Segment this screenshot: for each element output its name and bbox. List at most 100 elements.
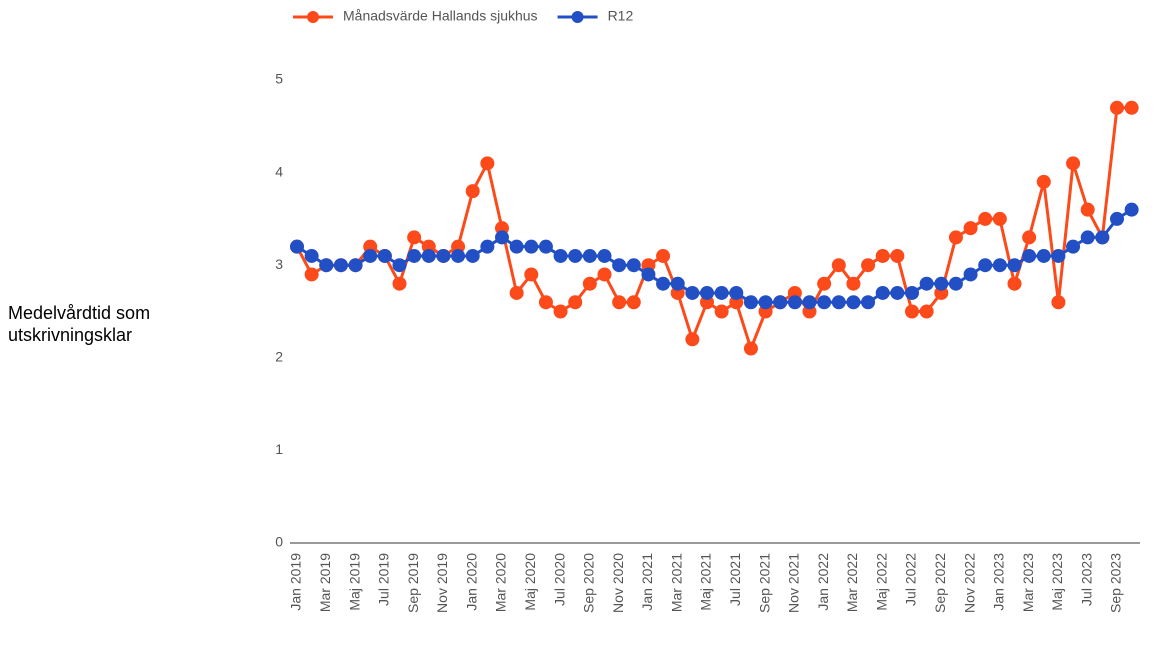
point bbox=[392, 258, 407, 273]
point bbox=[524, 239, 539, 254]
x-tick-label: Mar 2023 bbox=[1020, 553, 1036, 612]
point bbox=[1022, 230, 1037, 245]
point bbox=[1124, 202, 1139, 217]
legend-swatch-dot bbox=[571, 11, 584, 23]
x-tick-label: Jan 2022 bbox=[815, 553, 831, 611]
point bbox=[524, 267, 539, 282]
x-tick-label: Sep 2023 bbox=[1108, 553, 1124, 613]
point bbox=[436, 248, 451, 263]
y-tick-label: 1 bbox=[275, 441, 283, 457]
point bbox=[509, 285, 524, 300]
y-tick-label: 5 bbox=[275, 71, 283, 87]
y-axis-label: Medelvårdtid som utskrivningsklar bbox=[8, 303, 151, 345]
point bbox=[333, 258, 348, 273]
point bbox=[963, 267, 978, 282]
point bbox=[480, 156, 495, 171]
point bbox=[919, 304, 934, 319]
x-tick-label: Jul 2020 bbox=[551, 553, 567, 606]
x-tick-label: Maj 2022 bbox=[873, 553, 889, 611]
point bbox=[1080, 230, 1095, 245]
point bbox=[304, 248, 319, 263]
point bbox=[612, 295, 627, 310]
point bbox=[875, 248, 890, 263]
point bbox=[875, 285, 890, 300]
point bbox=[626, 295, 641, 310]
y-tick-label: 3 bbox=[275, 256, 283, 272]
point bbox=[597, 248, 612, 263]
point bbox=[714, 304, 729, 319]
point bbox=[934, 276, 949, 291]
x-tick-label: Maj 2023 bbox=[1049, 553, 1065, 611]
point bbox=[465, 248, 480, 263]
point bbox=[1051, 248, 1066, 263]
point bbox=[1036, 174, 1051, 189]
x-tick-label: Jan 2021 bbox=[639, 553, 655, 611]
point bbox=[890, 248, 905, 263]
point bbox=[978, 258, 993, 273]
legend-swatch-dot bbox=[307, 11, 319, 23]
point bbox=[377, 248, 392, 263]
point bbox=[568, 248, 583, 263]
point bbox=[582, 248, 597, 263]
point bbox=[948, 276, 963, 291]
point bbox=[1110, 100, 1124, 115]
point bbox=[963, 221, 978, 236]
x-tick-label: Nov 2019 bbox=[434, 553, 450, 613]
point bbox=[656, 248, 671, 263]
point bbox=[817, 276, 832, 291]
point bbox=[509, 239, 524, 254]
point bbox=[538, 295, 553, 310]
point bbox=[1095, 230, 1110, 245]
point bbox=[714, 285, 729, 300]
point bbox=[919, 276, 934, 291]
x-tick-label: Nov 2020 bbox=[610, 553, 626, 613]
point bbox=[905, 285, 919, 300]
point bbox=[407, 248, 422, 263]
point bbox=[407, 230, 422, 245]
point bbox=[802, 295, 817, 310]
point bbox=[1051, 295, 1066, 310]
point bbox=[743, 295, 758, 310]
y-tick-label: 0 bbox=[275, 534, 283, 550]
point bbox=[743, 341, 758, 356]
x-tick-label: Nov 2021 bbox=[786, 553, 802, 613]
x-tick-label: Sep 2019 bbox=[405, 553, 421, 613]
series-line bbox=[296, 208, 1133, 304]
point bbox=[363, 248, 378, 263]
x-tick-label: Sep 2020 bbox=[581, 553, 597, 613]
point bbox=[831, 295, 846, 310]
x-tick-label: Jul 2019 bbox=[376, 553, 392, 606]
x-tick-label: Maj 2020 bbox=[522, 553, 538, 611]
point bbox=[758, 295, 773, 310]
point bbox=[290, 239, 304, 254]
x-tick-label: Mar 2020 bbox=[493, 553, 509, 612]
point bbox=[641, 267, 656, 282]
point bbox=[1124, 100, 1139, 115]
y-tick-label: 4 bbox=[275, 163, 283, 179]
point bbox=[817, 295, 832, 310]
x-tick-label: Nov 2022 bbox=[961, 553, 977, 613]
x-tick-label: Maj 2019 bbox=[346, 553, 362, 611]
point bbox=[1036, 248, 1051, 263]
point bbox=[846, 276, 861, 291]
point bbox=[553, 304, 568, 319]
point bbox=[348, 258, 363, 273]
point bbox=[1007, 258, 1022, 273]
point bbox=[905, 304, 919, 319]
point bbox=[1066, 239, 1081, 254]
point bbox=[846, 295, 861, 310]
point bbox=[304, 267, 319, 282]
x-tick-label: Jul 2023 bbox=[1078, 553, 1094, 606]
point bbox=[538, 239, 553, 254]
x-tick-label: Jan 2019 bbox=[288, 553, 304, 611]
x-tick-label: Mar 2021 bbox=[668, 553, 684, 612]
point bbox=[861, 295, 876, 310]
x-tick-label: Jan 2023 bbox=[991, 553, 1007, 611]
x-tick-label: Mar 2019 bbox=[317, 553, 333, 612]
point bbox=[948, 230, 963, 245]
point bbox=[773, 295, 788, 310]
point bbox=[465, 184, 480, 199]
y-tick-label: 2 bbox=[275, 349, 283, 365]
x-tick-label: Maj 2021 bbox=[698, 553, 714, 611]
point bbox=[568, 295, 583, 310]
